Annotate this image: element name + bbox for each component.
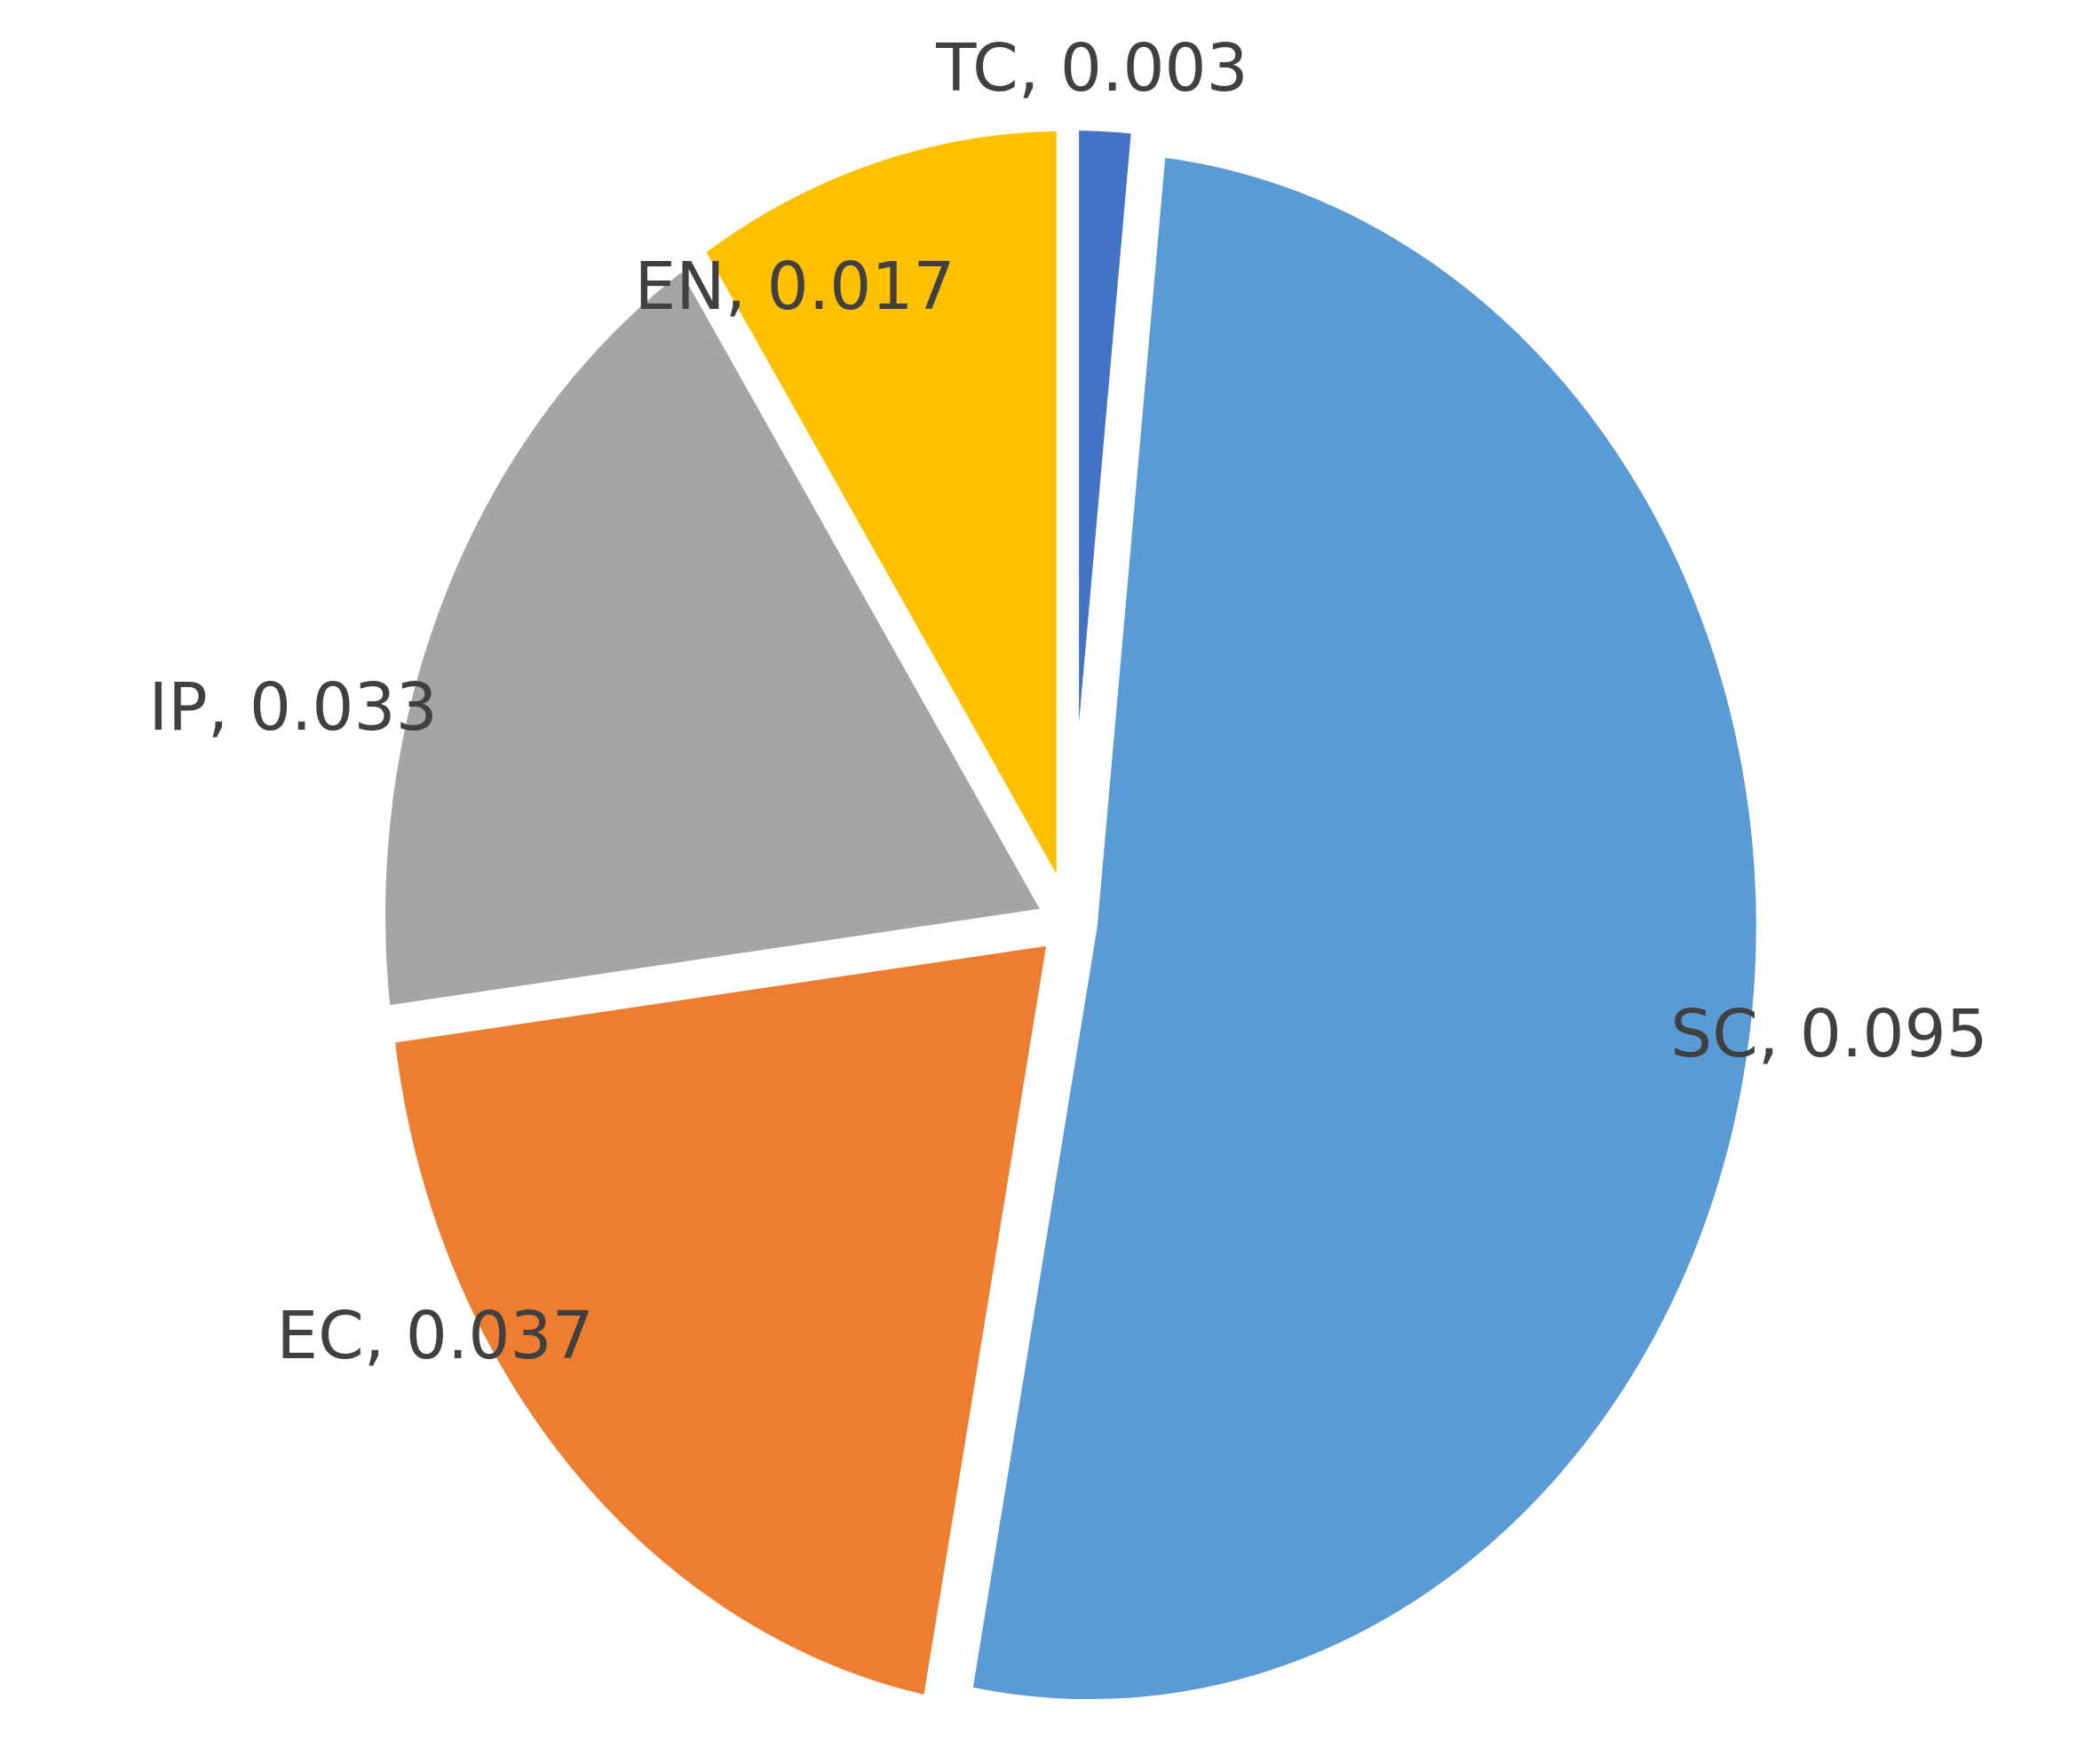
pie-slices — [369, 115, 1772, 1716]
pie-slice-ip — [369, 249, 1066, 1024]
pie-labels: TC, 0.003 SC, 0.095 EC, 0.037 IP, 0.033 … — [148, 30, 1987, 1374]
slice-label-sc: SC, 0.095 — [1670, 996, 1988, 1072]
slice-label-tc: TC, 0.003 — [935, 30, 1248, 107]
pie-slice-ec — [377, 927, 1066, 1714]
slice-label-ip: IP, 0.033 — [148, 669, 437, 746]
pie-slice-sc — [955, 139, 1772, 1716]
pie-slice-en — [685, 115, 1073, 936]
slice-label-ec: EC, 0.037 — [276, 1298, 593, 1374]
slice-label-en: EN, 0.017 — [634, 249, 955, 325]
